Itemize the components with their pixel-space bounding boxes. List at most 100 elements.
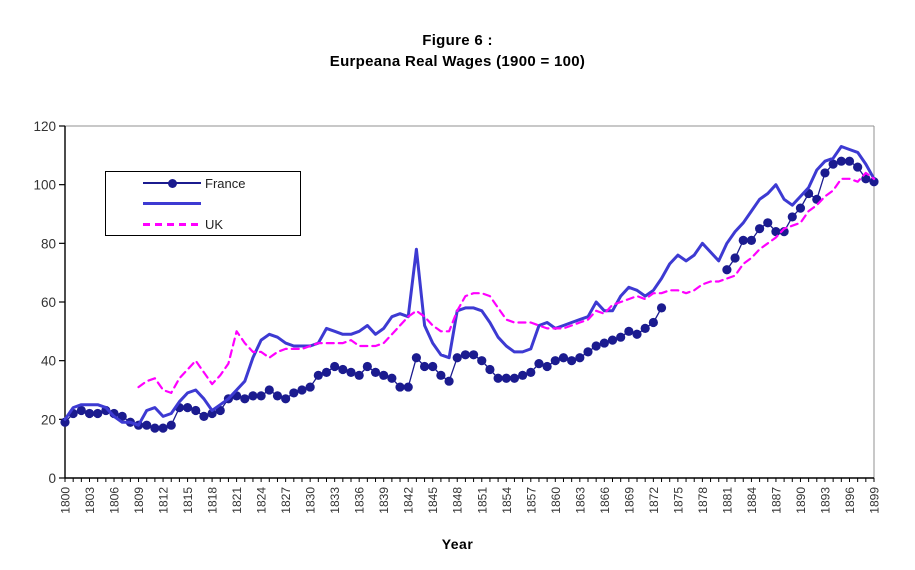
france-data-point (722, 265, 732, 275)
france-data-point (509, 373, 520, 383)
x-tick-label: 1809 (132, 487, 146, 514)
france-data-point (534, 359, 544, 369)
france-data-point (754, 224, 765, 234)
france-data-point (468, 350, 479, 360)
legend-item-unnamed-series (106, 194, 300, 213)
x-tick-label: 1848 (451, 487, 465, 514)
france-data-point (844, 156, 855, 166)
x-tick-label: 1875 (671, 487, 685, 514)
x-tick-label: 1872 (647, 487, 661, 514)
x-tick-label: 1830 (304, 487, 318, 514)
france-data-point (616, 332, 626, 342)
france-data-point (379, 370, 389, 380)
chart-title-line1: Figure 6 : (422, 32, 493, 49)
y-tick-label: 60 (41, 295, 56, 310)
x-tick-label: 1815 (181, 487, 195, 514)
france-data-point (272, 391, 283, 401)
france-data-point (518, 370, 528, 380)
france-data-point (395, 382, 405, 392)
france-data-point (411, 353, 421, 363)
x-tick-label: 1881 (720, 487, 734, 514)
series-unnamed (63, 145, 876, 427)
france-data-point (256, 391, 266, 401)
france-data-point (444, 376, 454, 386)
france-data-point (648, 317, 658, 328)
y-axis: 0 20 40 60 80 100 120 (33, 119, 65, 486)
x-tick-label: 1884 (745, 487, 759, 514)
france-data-point (485, 364, 495, 375)
france-data-point (624, 326, 634, 336)
france-data-point (76, 405, 86, 416)
france-data-point (550, 356, 560, 366)
france-data-point (93, 408, 103, 419)
france-data-point (191, 405, 201, 416)
france-data-point (362, 361, 372, 372)
france-data-point (779, 227, 789, 237)
y-tick-label: 100 (33, 178, 56, 193)
france-data-point (150, 423, 160, 433)
chart-title-line2: Eurpeana Real Wages (1900 = 100) (329, 53, 586, 70)
france-data-point (452, 353, 462, 363)
france-data-point (289, 388, 299, 398)
france-data-point (330, 361, 340, 372)
france-line-marker-swatch (143, 176, 201, 190)
france-data-point (346, 367, 356, 377)
france-data-point (575, 353, 585, 363)
x-tick-label: 1854 (500, 487, 514, 514)
x-axis-labels: 1800 1803 1806 1809 1812 1815 1818 1821 1824 1827… (59, 487, 882, 514)
france-data-point (370, 367, 381, 377)
x-tick-label: 1860 (549, 487, 563, 514)
series-uk (137, 171, 876, 394)
x-tick-label: 1821 (230, 487, 244, 514)
france-data-point (419, 361, 430, 372)
france-data-point (795, 203, 806, 213)
france-data-point (460, 350, 471, 360)
legend-item-uk: UK (106, 215, 300, 234)
france-data-point (215, 405, 225, 416)
france-data-point (746, 235, 757, 245)
x-tick-label: 1836 (353, 487, 367, 514)
y-tick-label: 0 (48, 471, 56, 486)
x-tick-label: 1842 (402, 487, 416, 514)
france-data-point (607, 335, 618, 345)
france-data-point (403, 382, 413, 392)
france-data-point (477, 356, 487, 366)
france-data-point (820, 168, 830, 178)
france-data-point (117, 411, 127, 421)
france-data-point (558, 353, 569, 363)
france-data-point (787, 212, 797, 222)
x-axis-title: Year (441, 536, 474, 552)
france-data-point (656, 303, 667, 313)
legend-item-france: France (106, 174, 300, 193)
x-tick-label: 1863 (573, 487, 587, 514)
france-data-point (763, 218, 773, 228)
france-data-point (60, 417, 70, 427)
x-tick-label: 1899 (868, 487, 882, 514)
y-tick-label: 80 (41, 236, 56, 251)
x-tick-label: 1869 (622, 487, 636, 514)
france-data-point (836, 156, 846, 166)
x-tick-label: 1887 (769, 487, 783, 514)
france-data-point (493, 373, 503, 383)
chart-title: Figure 6 : Eurpeana Real Wages (1900 = 1… (0, 30, 915, 72)
x-tick-label: 1812 (157, 487, 171, 514)
france-data-point (142, 420, 152, 430)
legend: France UK (105, 171, 301, 236)
france-data-point (166, 420, 176, 430)
france-data-point (591, 341, 601, 351)
y-tick-label: 40 (41, 354, 56, 369)
france-data-point (730, 253, 740, 263)
x-tick-label: 1851 (475, 487, 489, 514)
france-data-point (264, 385, 274, 395)
france-data-point (182, 403, 193, 413)
france-data-point (199, 411, 209, 421)
france-data-point (428, 361, 438, 372)
france-data-point (567, 356, 577, 366)
france-data-point (84, 408, 95, 419)
uk-dashed-line-swatch (143, 217, 201, 231)
france-data-point (305, 382, 315, 392)
france-data-point (248, 391, 258, 401)
france-data-point (321, 367, 332, 377)
